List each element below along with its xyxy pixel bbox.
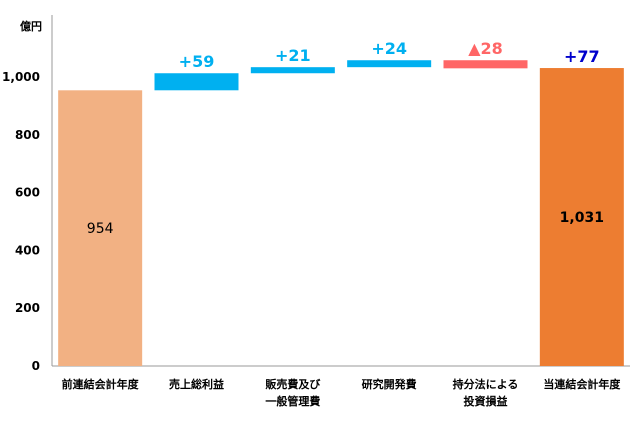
bar-1 bbox=[154, 73, 239, 91]
x-category-labels: 前連結会計年度 売上総利益 販売費及び一般管理費 研究開発費 持分法による投資損益 当連結… bbox=[62, 377, 622, 408]
x-category-label: 当連結会計年度 bbox=[543, 377, 621, 391]
bar-value-label: 954 bbox=[87, 221, 114, 237]
bar-2 bbox=[250, 67, 335, 74]
bar-delta-label: ▲28 bbox=[468, 39, 503, 58]
y-tick-label: 800 bbox=[15, 128, 40, 142]
x-category-label: 前連結会計年度 bbox=[62, 377, 140, 391]
x-category-label: 持分法による投資損益 bbox=[453, 377, 519, 408]
data-labels-group: 954 +59 +21 +24 ▲28 1,031 +77 bbox=[87, 39, 604, 237]
bar-3 bbox=[347, 60, 432, 68]
bar-delta-label: +77 bbox=[564, 47, 600, 66]
bar-4 bbox=[443, 60, 528, 69]
x-category-label: 研究開発費 bbox=[362, 377, 417, 391]
bar-5 bbox=[539, 68, 624, 366]
bar-delta-label: +24 bbox=[371, 39, 407, 58]
y-tick-label: 200 bbox=[15, 301, 40, 315]
x-category-label: 売上総利益 bbox=[169, 377, 224, 391]
y-tick-labels: 0 200 400 600 800 1,000 bbox=[2, 70, 40, 373]
bar-delta-label: +59 bbox=[179, 52, 215, 71]
y-tick-label: 600 bbox=[15, 186, 40, 200]
bars-group bbox=[58, 60, 624, 366]
y-axis-unit-label: 億円 bbox=[20, 19, 42, 33]
y-tick-label: 1,000 bbox=[2, 70, 40, 84]
x-category-label: 販売費及び一般管理費 bbox=[265, 377, 321, 408]
bar-0 bbox=[58, 90, 143, 366]
y-tick-label: 400 bbox=[15, 243, 40, 257]
bar-delta-label: +21 bbox=[275, 46, 311, 65]
bar-value-label: 1,031 bbox=[560, 210, 604, 226]
y-tick-label: 0 bbox=[32, 359, 40, 373]
